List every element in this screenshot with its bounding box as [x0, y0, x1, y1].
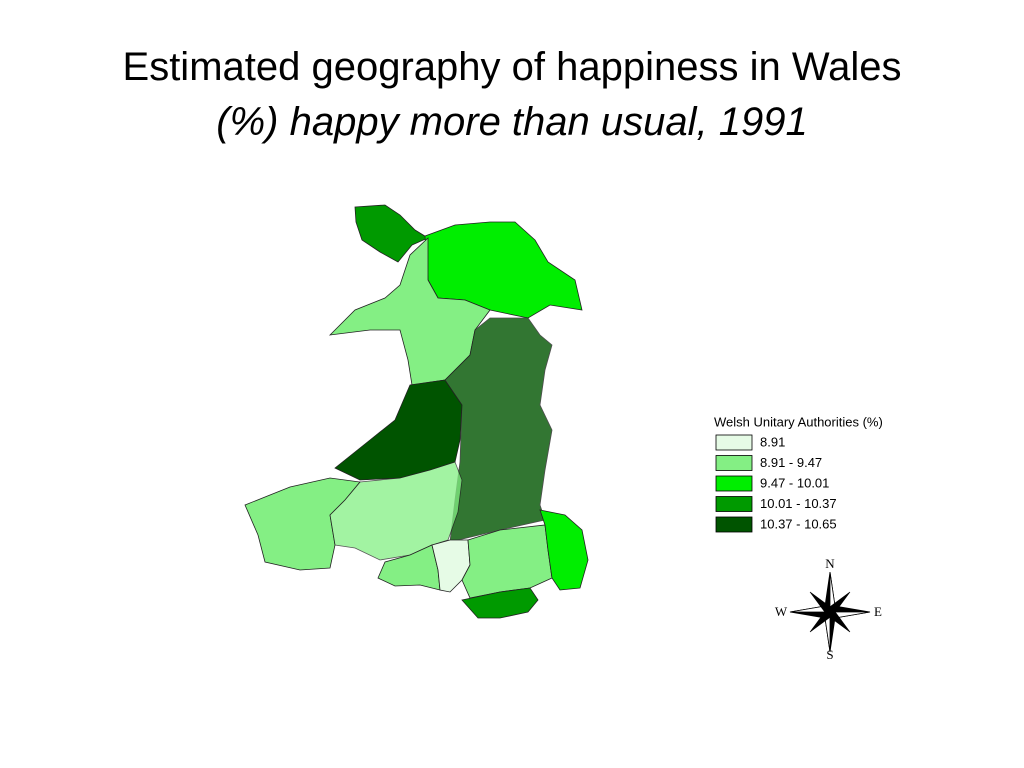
compass-e: E [874, 604, 882, 619]
region [328, 237, 491, 386]
compass [789, 571, 871, 653]
region [354, 204, 429, 263]
legend-swatch [715, 475, 753, 492]
region [329, 461, 463, 561]
legend-swatch [715, 434, 753, 451]
legend-swatch [715, 516, 753, 533]
legend-label: 9.47 - 10.01 [760, 475, 829, 490]
region [539, 509, 589, 591]
legend-swatch [715, 455, 753, 471]
legend-title: Welsh Unitary Authorities (%) [714, 414, 883, 429]
compass-w: W [775, 604, 788, 619]
legend-label: 10.37 - 10.65 [760, 516, 837, 531]
legend-label: 8.91 [760, 434, 785, 449]
legend: 8.91 8.91 - 9.47 9.47 - 10.01 10.01 - 10.37… [715, 434, 837, 533]
region [334, 379, 463, 481]
legend-swatch [715, 496, 753, 512]
legend-label: 10.01 - 10.37 [760, 496, 837, 511]
subtitle: (%) happy more than usual, 1991 [216, 100, 807, 144]
compass-s: S [826, 647, 833, 662]
title: Estimated geography of happiness in Wale… [123, 45, 902, 89]
map [244, 204, 589, 619]
region [461, 587, 539, 619]
legend-label: 8.91 - 9.47 [760, 455, 822, 470]
compass-n: N [825, 556, 835, 571]
